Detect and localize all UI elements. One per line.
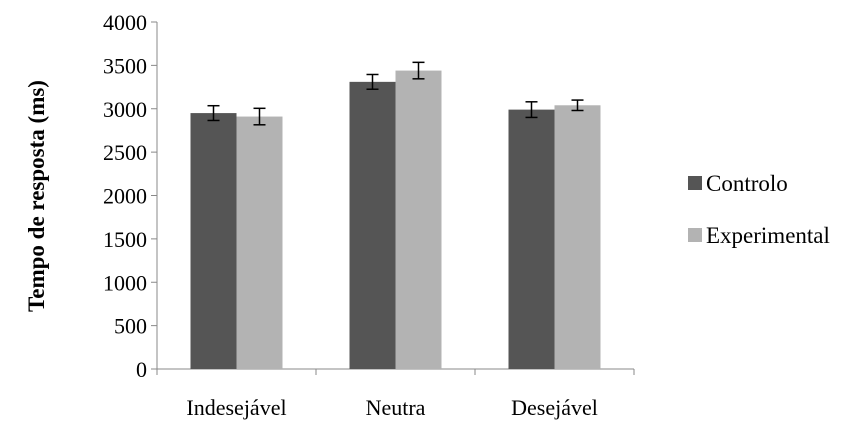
chart-bars [190, 70, 601, 370]
y-tick-label: 1000 [103, 270, 147, 295]
bar-experimental-0 [236, 116, 283, 370]
x-tick-label: Desejável [511, 395, 598, 420]
y-tick-label: 500 [114, 314, 147, 339]
chart-legend: Controlo Experimental [688, 171, 830, 248]
legend-swatch [688, 176, 702, 190]
chart-error-bars [207, 61, 584, 126]
y-axis-label: Tempo de resposta (ms) [24, 80, 49, 312]
x-tick-label: Neutra [366, 395, 426, 420]
bar-controlo-0 [190, 113, 237, 370]
x-tick-label: Indesejável [186, 395, 286, 420]
y-tick-label: 0 [136, 357, 147, 382]
bar-experimental-2 [554, 105, 601, 369]
y-tick-label: 3000 [103, 97, 147, 122]
legend-swatch [688, 228, 702, 242]
y-tick-label: 3500 [103, 53, 147, 78]
legend-label: Experimental [706, 223, 830, 248]
y-tick-label: 4000 [103, 10, 147, 35]
y-tick-label: 1500 [103, 227, 147, 252]
bar-controlo-1 [349, 81, 396, 370]
y-tick-labels: 0 500 1000 1500 2000 2500 3000 3500 4000 [103, 10, 147, 382]
y-tick-label: 2000 [103, 184, 147, 209]
bar-controlo-2 [508, 109, 555, 370]
x-tick-labels: Indesejável Neutra Desejável [186, 395, 597, 420]
y-tick-label: 2500 [103, 140, 147, 165]
bar-experimental-1 [395, 70, 442, 369]
legend-label: Controlo [706, 171, 788, 196]
